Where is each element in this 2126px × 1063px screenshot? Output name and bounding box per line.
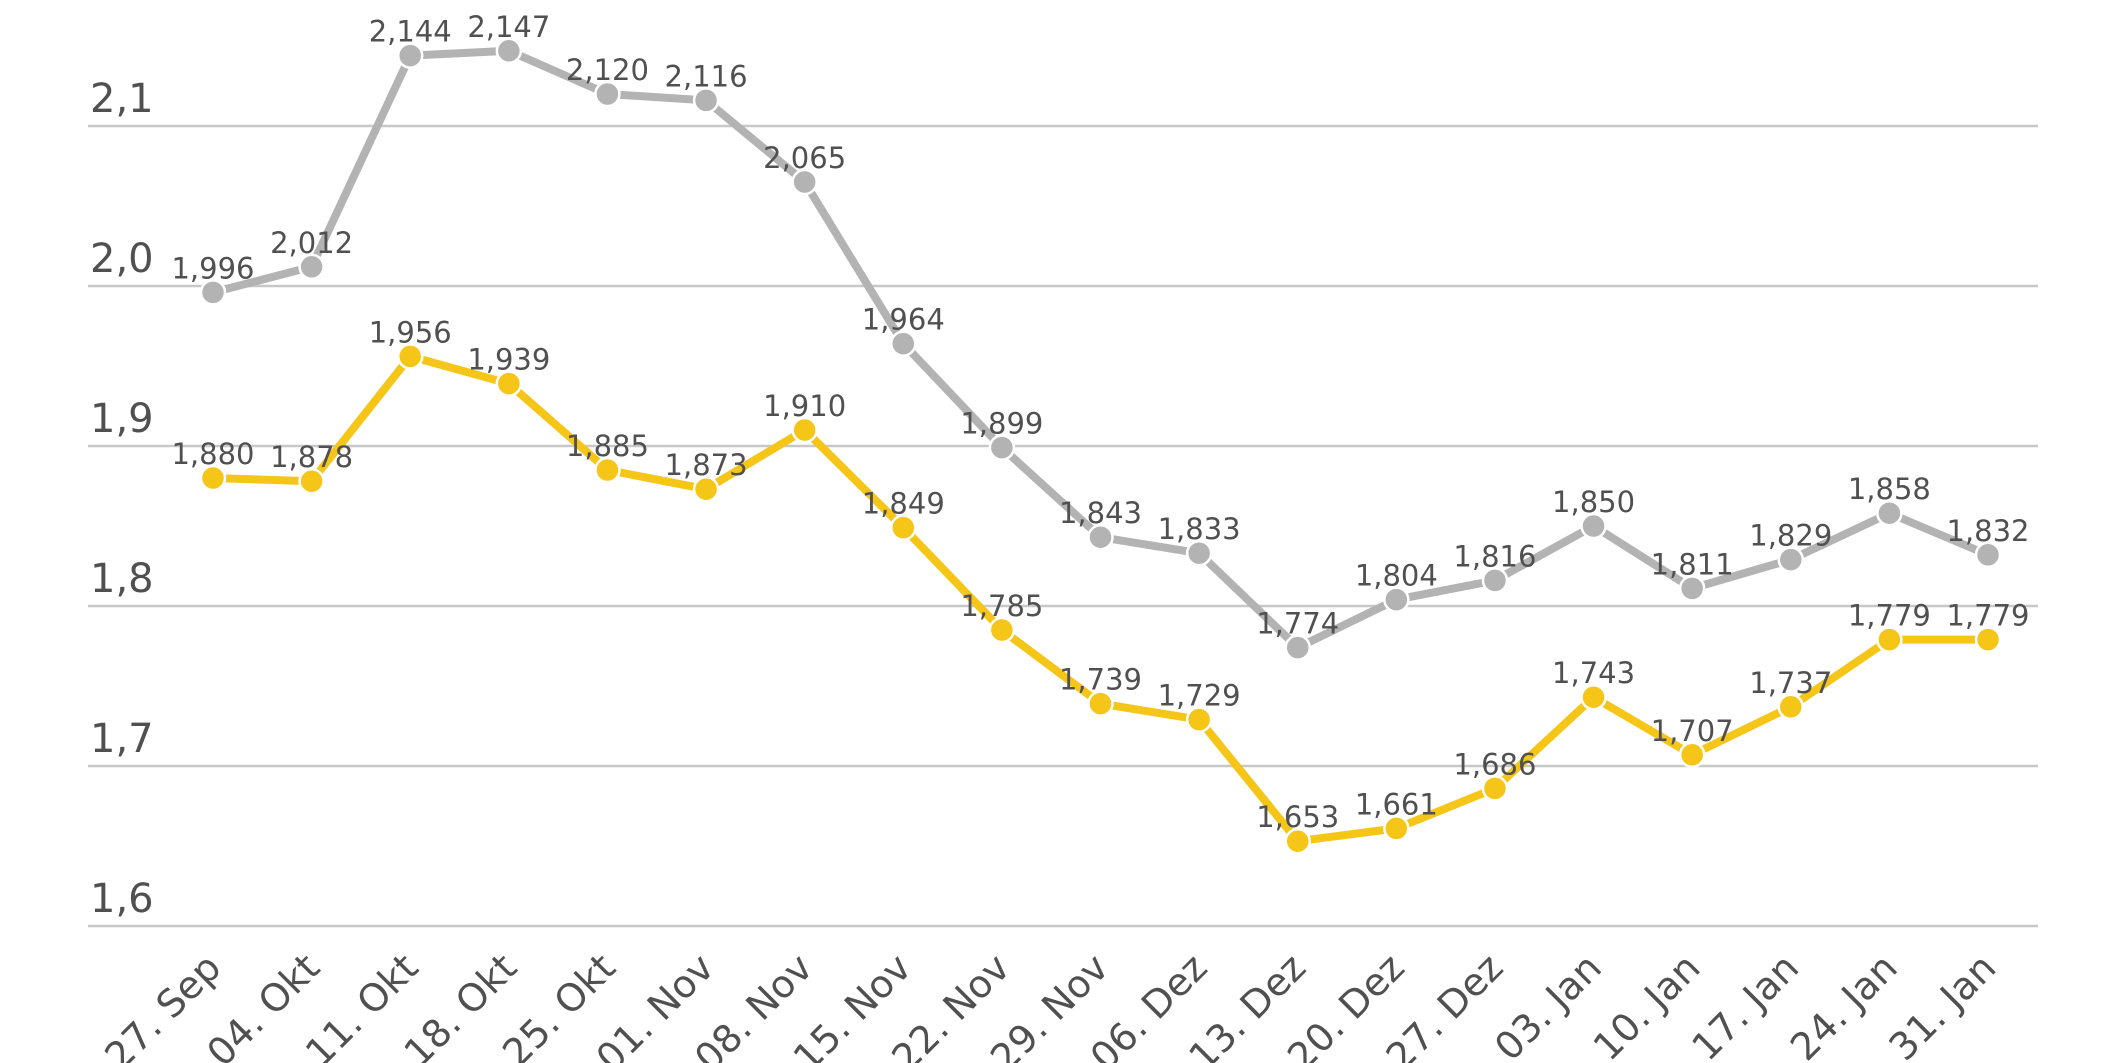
data-point-gray [1383, 586, 1410, 613]
data-point-gray [1876, 499, 1903, 527]
data-label-gray: 1,829 [1749, 519, 1832, 553]
data-label-yellow: 1,686 [1453, 747, 1536, 781]
data-point-gray [1185, 539, 1213, 567]
y-tick-label: 1,9 [90, 396, 154, 442]
data-label-gray: 1,774 [1256, 607, 1339, 641]
data-label-yellow: 1,880 [171, 437, 254, 471]
data-point-yellow [1876, 626, 1903, 653]
data-point-gray [298, 253, 325, 281]
data-label-yellow: 1,737 [1749, 666, 1832, 700]
data-point-gray [1678, 575, 1706, 602]
y-tick-label: 2,1 [90, 76, 154, 122]
data-point-gray [495, 37, 523, 65]
data-point-yellow [1974, 626, 2002, 653]
data-point-yellow [298, 467, 325, 495]
data-point-yellow [1580, 683, 1607, 711]
data-label-gray: 1,833 [1158, 512, 1241, 546]
data-point-yellow [1678, 741, 1706, 769]
data-label-yellow: 1,956 [369, 315, 452, 349]
data-point-yellow [495, 370, 523, 397]
data-label-gray: 1,811 [1651, 547, 1734, 581]
series-layer [199, 37, 2002, 855]
data-label-yellow: 1,779 [1946, 599, 2029, 633]
data-point-gray [1974, 541, 2002, 569]
data-point-yellow [1383, 815, 1410, 842]
data-label-gray: 1,858 [1848, 472, 1931, 506]
grid-layer [88, 124, 2038, 928]
data-label-gray: 1,843 [1059, 496, 1142, 530]
data-label-gray: 2,120 [566, 53, 649, 87]
data-point-yellow [988, 616, 1016, 644]
data-label-yellow: 1,885 [566, 429, 649, 463]
data-label-gray: 2,147 [467, 10, 550, 44]
data-label-gray: 1,816 [1453, 539, 1536, 573]
data-point-yellow [396, 343, 424, 370]
data-label-gray: 2,144 [369, 15, 452, 49]
data-label-yellow: 1,743 [1552, 656, 1635, 690]
data-point-yellow [594, 456, 621, 484]
y-tick-label: 1,6 [90, 876, 154, 922]
data-point-gray [1580, 512, 1607, 540]
data-point-gray [1284, 634, 1311, 661]
data-label-yellow: 1,939 [467, 343, 550, 377]
data-label-yellow: 1,707 [1651, 714, 1734, 748]
data-point-gray [594, 80, 621, 108]
data-point-gray [1777, 546, 1805, 573]
data-label-yellow: 1,849 [862, 487, 945, 521]
data-label-gray: 1,850 [1552, 485, 1635, 519]
data-point-gray [1087, 523, 1114, 551]
data-point-gray [1481, 567, 1509, 594]
data-point-yellow [1481, 775, 1509, 802]
data-point-gray [890, 330, 917, 357]
data-point-yellow [890, 514, 917, 541]
y-axis-ticks: 1,6 1,7 1,8 1,9 2,0 2,1 [90, 76, 154, 922]
series-line-yellow [209, 352, 1992, 846]
data-label-yellow: 1,739 [1059, 663, 1142, 697]
data-label-yellow: 1,729 [1158, 679, 1241, 713]
data-label-gray: 1,996 [171, 251, 254, 285]
data-label-yellow: 1,878 [270, 440, 353, 474]
data-point-yellow [791, 416, 818, 444]
y-tick-label: 1,8 [90, 556, 154, 602]
data-point-gray [692, 87, 720, 114]
data-label-yellow: 1,873 [665, 448, 748, 482]
data-label-yellow: 1,910 [763, 389, 846, 423]
data-label-yellow: 1,653 [1256, 800, 1339, 834]
data-point-gray [791, 168, 818, 196]
data-point-yellow [1284, 827, 1311, 855]
data-label-gray: 2,012 [270, 226, 353, 260]
data-label-gray: 2,065 [763, 141, 846, 175]
data-label-yellow: 1,661 [1355, 787, 1438, 821]
data-point-gray [988, 434, 1016, 461]
data-label-gray: 2,116 [665, 59, 748, 93]
data-label-yellow: 1,779 [1848, 599, 1931, 633]
data-point-yellow [1185, 706, 1213, 733]
data-point-yellow [692, 475, 720, 503]
data-point-yellow [199, 464, 227, 492]
data-point-gray [199, 279, 227, 306]
data-point-yellow [1087, 690, 1114, 717]
y-tick-label: 1,7 [90, 716, 154, 762]
data-label-yellow: 1,785 [960, 589, 1043, 623]
data-labels: 1,996 2,012 2,144 2,147 2,120 2,116 2,065 1,964… [171, 10, 2029, 834]
data-point-yellow [1777, 693, 1805, 721]
data-label-gray: 1,832 [1946, 514, 2029, 548]
data-point-gray [396, 42, 424, 69]
data-label-gray: 1,804 [1355, 559, 1438, 593]
data-label-gray: 1,899 [960, 407, 1043, 441]
y-tick-label: 2,0 [90, 236, 154, 282]
data-label-gray: 1,964 [862, 303, 945, 337]
x-tick-label: 31. Jan [1881, 945, 2005, 1063]
